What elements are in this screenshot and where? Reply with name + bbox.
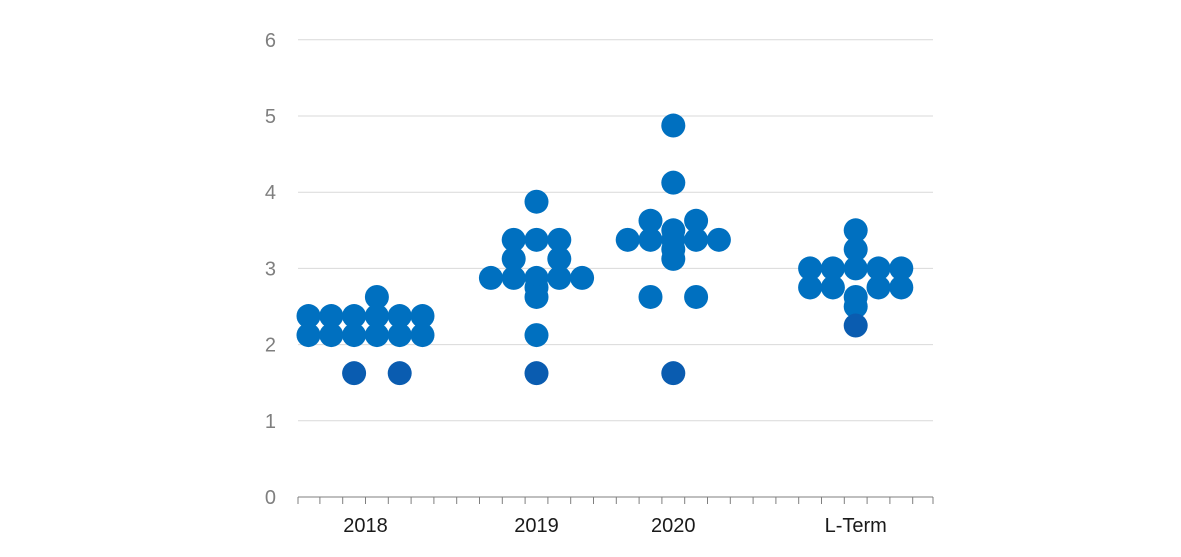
y-axis-tick-labels: 0 1 2 3 4 5 6 [265,30,276,509]
data-point [843,313,868,338]
data-point [342,304,367,329]
data-point [410,304,435,329]
data-point [866,256,891,281]
y-tick-label: 0 [265,487,276,509]
data-point [364,304,389,329]
y-tick-label: 6 [265,30,276,52]
data-point [387,361,412,386]
data-point [547,265,572,290]
x-axis [297,496,934,504]
y-tick-label: 4 [265,182,276,204]
data-point [684,208,709,233]
data-point [661,113,686,138]
x-axis-category-labels: 2018 2019 2020 L-Term [343,515,887,537]
data-point [524,284,549,309]
data-point [661,170,686,195]
data-point [661,246,686,271]
data-point [501,265,526,290]
data-point [364,284,389,309]
data-point [843,294,868,319]
data-point [524,323,549,348]
data-point [342,361,367,386]
x-category-label: 2018 [343,515,388,537]
data-point [570,265,595,290]
y-tick-label: 5 [265,106,276,128]
data-point [889,275,914,300]
data-point [319,304,344,329]
data-point [706,227,731,252]
data-point [387,323,412,348]
x-category-label: L-Term [825,515,887,537]
data-point [684,284,709,309]
data-point [296,323,321,348]
y-tick-label: 3 [265,258,276,280]
data-point [638,227,663,252]
data-points [296,113,914,386]
data-point [501,246,526,271]
data-point [501,227,526,252]
data-point [843,256,868,281]
data-point [615,227,640,252]
data-point [889,256,914,281]
data-point [547,246,572,271]
y-tick-label: 2 [265,335,276,357]
y-tick-label: 1 [265,411,276,433]
data-point [638,284,663,309]
data-point [820,256,845,281]
data-point [524,227,549,252]
data-point [478,265,503,290]
data-point [661,361,686,386]
data-point [638,208,663,233]
data-point [524,361,549,386]
data-point [319,323,344,348]
data-point [296,304,321,329]
x-category-label: 2019 [514,515,559,537]
x-category-label: 2020 [651,515,696,537]
data-point [843,237,868,262]
data-point [684,227,709,252]
data-point [866,275,891,300]
data-point [798,256,823,281]
data-point [524,189,549,214]
data-point [364,323,389,348]
data-point [820,275,845,300]
data-point [387,304,412,329]
data-point [547,227,572,252]
data-point [798,275,823,300]
data-point [410,323,435,348]
data-point [843,218,868,243]
data-point [342,323,367,348]
